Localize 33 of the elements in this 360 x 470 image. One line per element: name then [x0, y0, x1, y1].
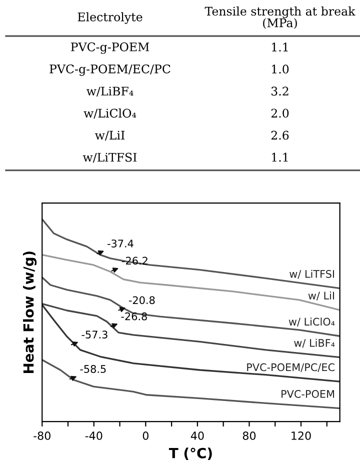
category-label: w/LiI: [95, 130, 125, 141]
series-label: PVC-POEM/PC/EC: [247, 363, 334, 372]
category-label: PVC-g-POEM/EC/PC: [50, 64, 170, 76]
series-label: w/ LiClO₄: [288, 318, 335, 326]
x-tick-label: 80: [242, 432, 256, 440]
text: 3.2: [272, 86, 288, 96]
y-axis-title: Heat Flow (w/g): [23, 252, 37, 373]
annotation: -58.5: [80, 365, 106, 373]
text: 1.0: [272, 64, 289, 74]
annotation: -57.3: [82, 330, 108, 339]
text: 1.1: [272, 152, 288, 162]
x-tick-label: 120: [292, 432, 311, 440]
text: Tensile strength at break (MPa): [204, 6, 356, 29]
annotation: -20.8: [128, 296, 155, 304]
text: 2.0: [271, 108, 289, 118]
series-label: w/ LiBF₄: [294, 338, 335, 348]
category-label: PVC-g-POEM: [70, 42, 150, 54]
text: Electrolyte: [78, 12, 142, 24]
x-tick-label: -40: [85, 432, 102, 440]
annotation: -37.4: [107, 240, 134, 248]
text: 2.6: [271, 130, 289, 140]
category-label: w/LiTFSI: [82, 152, 137, 163]
x-tick-label: -80: [34, 432, 50, 440]
x-tick-label: 0: [142, 432, 148, 440]
category-label: w/LiBF₄: [86, 86, 134, 97]
category-label: w/LiClO₄: [84, 108, 136, 119]
series-label: PVC-POEM: [282, 390, 334, 398]
x-axis-title: T (°C): [168, 448, 212, 460]
x-tick-label: 40: [190, 432, 204, 440]
series-label: w/ LiI: [308, 291, 334, 300]
annotation: -26.8: [121, 312, 147, 320]
text: 1.1: [272, 42, 288, 52]
series-label: w/ LiTFSI: [290, 270, 334, 279]
